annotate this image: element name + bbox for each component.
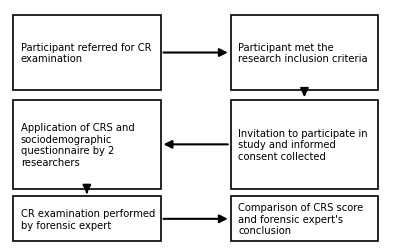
FancyBboxPatch shape	[231, 16, 378, 90]
Text: CR examination performed
by forensic expert: CR examination performed by forensic exp…	[21, 208, 155, 230]
Text: Application of CRS and
sociodemographic
questionnaire by 2
researchers: Application of CRS and sociodemographic …	[21, 122, 134, 167]
Text: Participant met the
research inclusion criteria: Participant met the research inclusion c…	[238, 42, 368, 64]
FancyBboxPatch shape	[13, 16, 161, 90]
FancyBboxPatch shape	[231, 197, 378, 241]
Text: Invitation to participate in
study and informed
consent collected: Invitation to participate in study and i…	[238, 128, 368, 161]
Text: Participant referred for CR
examination: Participant referred for CR examination	[21, 42, 151, 64]
Text: Comparison of CRS score
and forensic expert's
conclusion: Comparison of CRS score and forensic exp…	[238, 202, 364, 235]
FancyBboxPatch shape	[13, 197, 161, 241]
FancyBboxPatch shape	[13, 100, 161, 189]
FancyBboxPatch shape	[231, 100, 378, 189]
